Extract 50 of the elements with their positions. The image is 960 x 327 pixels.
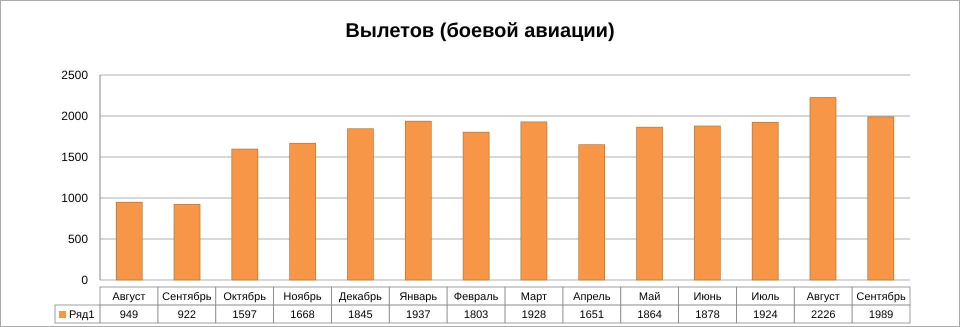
legend-label: Ряд1	[69, 309, 94, 321]
x-tick-label: Январь	[399, 291, 438, 303]
bar	[289, 142, 316, 280]
y-tick-label: 1500	[61, 150, 88, 164]
bar	[174, 204, 200, 280]
x-tick-label: Сентябрь	[162, 291, 212, 303]
data-label: 1864	[637, 309, 662, 321]
data-label: 1668	[290, 309, 315, 321]
data-label: 1597	[232, 309, 257, 321]
x-tick-label: Декабрь	[338, 291, 382, 303]
x-tick-label: Март	[520, 291, 548, 303]
data-label: 2226	[810, 309, 836, 321]
data-label: 1937	[406, 309, 430, 321]
x-tick-label: Ноябрь	[283, 291, 322, 303]
bar	[752, 122, 778, 280]
bar	[116, 202, 143, 280]
y-tick-label: 0	[81, 273, 88, 287]
bar	[520, 122, 548, 280]
data-label: 1845	[348, 309, 373, 321]
x-tick-label: Февраль	[454, 291, 499, 303]
bar	[578, 144, 606, 280]
y-tick-label: 500	[68, 232, 88, 246]
bar	[462, 132, 490, 280]
y-tick-label: 1000	[61, 191, 88, 205]
bar	[867, 116, 894, 280]
y-tick-label: 2500	[61, 68, 88, 82]
data-label: 1878	[695, 309, 720, 321]
bar	[232, 148, 258, 280]
data-label: 1989	[868, 309, 894, 321]
x-tick-label: Май	[638, 291, 660, 303]
bar	[347, 128, 374, 280]
bar	[636, 126, 663, 280]
bar	[810, 97, 836, 280]
data-label: 949	[120, 309, 138, 321]
data-label: 922	[178, 309, 196, 321]
x-tick-label: Август	[806, 291, 840, 303]
y-tick-label: 2000	[61, 109, 88, 123]
x-tick-label: Сентябрь	[856, 291, 906, 303]
x-tick-label: Июнь	[694, 291, 722, 303]
x-tick-label: Июль	[751, 291, 780, 303]
data-label: 1651	[580, 309, 604, 321]
bar	[694, 126, 721, 280]
x-tick-label: Август	[112, 291, 146, 303]
data-label: 1928	[522, 309, 546, 321]
bar	[404, 120, 432, 280]
data-label: 1803	[464, 309, 488, 321]
x-tick-label: Апрель	[573, 291, 611, 303]
chart-title: Вылетов (боевой авиации)	[345, 20, 615, 42]
data-label: 1924	[753, 309, 778, 321]
x-tick-label: Октябрь	[223, 291, 266, 303]
